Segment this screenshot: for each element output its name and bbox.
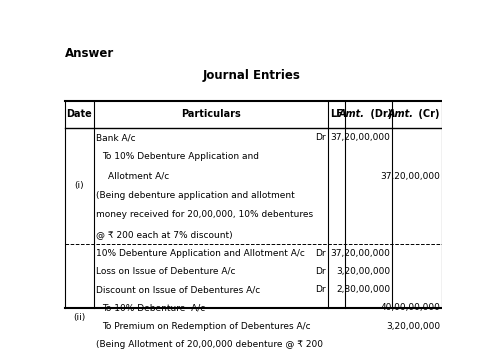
Text: (Dr): (Dr) — [367, 110, 392, 119]
Text: To Premium on Redemption of Debentures A/c: To Premium on Redemption of Debentures A… — [103, 322, 311, 331]
Text: 3,20,00,000: 3,20,00,000 — [386, 322, 440, 331]
Text: Answer: Answer — [65, 47, 114, 60]
Text: To 10% Debenture  A/c: To 10% Debenture A/c — [103, 303, 206, 312]
Text: To 10% Debenture Application and: To 10% Debenture Application and — [103, 153, 259, 161]
Text: 37,20,00,000: 37,20,00,000 — [380, 172, 440, 181]
Text: (ii): (ii) — [73, 313, 85, 321]
Text: Dr: Dr — [315, 248, 326, 258]
Text: 10% Debenture Application and Allotment A/c: 10% Debenture Application and Allotment … — [96, 248, 304, 258]
Text: 40,00,00,000: 40,00,00,000 — [380, 303, 440, 312]
Text: Dr: Dr — [315, 267, 326, 276]
Text: (Being debenture application and allotment: (Being debenture application and allotme… — [96, 191, 295, 200]
Text: Amt.: Amt. — [387, 110, 413, 119]
Text: Bank A/c: Bank A/c — [96, 133, 135, 142]
Text: (Cr): (Cr) — [415, 110, 440, 119]
Text: Discount on Issue of Debentures A/c: Discount on Issue of Debentures A/c — [96, 285, 260, 294]
Text: Date: Date — [67, 110, 92, 119]
Text: Journal Entries: Journal Entries — [203, 69, 300, 82]
Text: 37,20,00,000: 37,20,00,000 — [330, 248, 390, 258]
Text: (i): (i) — [75, 181, 84, 191]
Text: Dr: Dr — [315, 285, 326, 294]
Text: 37,20,00,000: 37,20,00,000 — [330, 133, 390, 142]
Text: (Being Allotment of 20,00,000 debenture @ ₹ 200: (Being Allotment of 20,00,000 debenture … — [96, 340, 323, 349]
Text: Amt.: Amt. — [339, 110, 365, 119]
Text: Allotment A/c: Allotment A/c — [108, 172, 169, 181]
Text: Loss on Issue of Debenture A/c: Loss on Issue of Debenture A/c — [96, 267, 235, 276]
Text: LF: LF — [330, 110, 343, 119]
Text: 3,20,00,000: 3,20,00,000 — [336, 267, 390, 276]
Text: @ ₹ 200 each at 7% discount): @ ₹ 200 each at 7% discount) — [96, 230, 232, 239]
Text: Particulars: Particulars — [181, 110, 241, 119]
Text: Dr: Dr — [315, 133, 326, 142]
Text: 2,80,00,000: 2,80,00,000 — [336, 285, 390, 294]
Text: money received for 20,00,000, 10% debentures: money received for 20,00,000, 10% debent… — [96, 210, 313, 220]
